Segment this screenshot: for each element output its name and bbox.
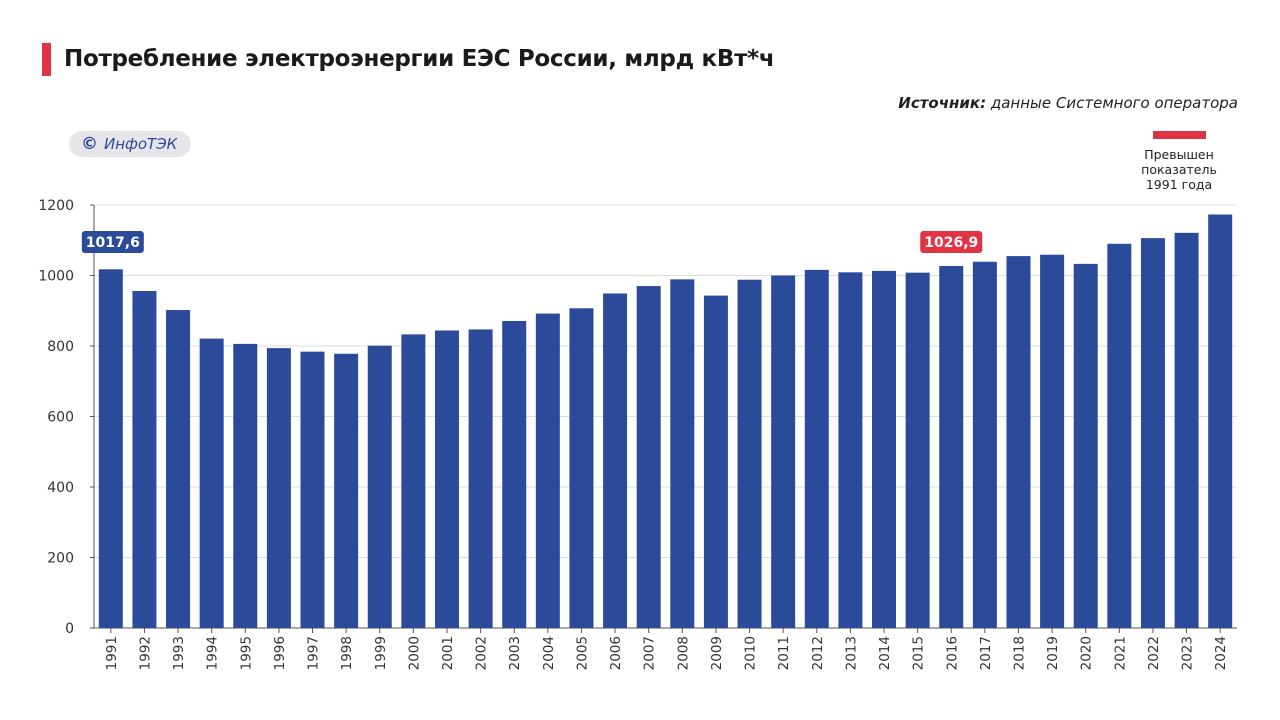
y-tick-label: 600 — [47, 410, 74, 426]
bar-2003 — [502, 320, 527, 628]
bar-2024 — [1208, 214, 1233, 628]
y-tick-label: 1000 — [38, 269, 74, 285]
title-accent-bar — [42, 43, 51, 76]
bar-1993 — [166, 310, 191, 628]
copyright-icon: © — [81, 134, 98, 154]
source-label: Источник: — [898, 94, 987, 112]
bar-2009 — [703, 295, 728, 628]
bar-2000 — [401, 334, 426, 628]
x-tick-label: 1991 — [104, 636, 120, 670]
value-label-box-2016 — [920, 231, 983, 253]
bar-2011 — [771, 275, 796, 628]
bar-2005 — [569, 308, 594, 628]
x-tick-label: 1995 — [238, 636, 254, 670]
bar-2017 — [972, 261, 997, 628]
x-tick-label: 2023 — [1180, 636, 1196, 670]
bar-2021 — [1107, 243, 1132, 628]
legend: Превышен показатель 1991 года — [1139, 131, 1219, 192]
x-tick-label: 1994 — [205, 636, 221, 670]
y-tick-label: 400 — [47, 480, 74, 496]
value-label-box-1991 — [81, 231, 144, 253]
bar-2013 — [838, 272, 863, 628]
x-tick-label: 2000 — [406, 636, 422, 670]
x-tick-label: 2015 — [911, 636, 927, 670]
bar-1994 — [199, 338, 224, 628]
bar-2019 — [1040, 254, 1065, 628]
x-tick-label: 1996 — [272, 636, 288, 670]
bar-2001 — [434, 330, 459, 628]
bar-2018 — [1006, 256, 1031, 628]
bar-1991 — [98, 269, 123, 628]
source-text: данные Системного оператора — [986, 94, 1238, 112]
x-tick-label: 1999 — [373, 636, 389, 670]
bar-2016 — [939, 266, 964, 628]
bar-1999 — [367, 345, 392, 628]
bar-2014 — [872, 270, 897, 628]
source-note: Источник: данные Системного оператора — [898, 94, 1238, 112]
x-tick-label: 2006 — [608, 636, 624, 670]
bar-1992 — [132, 291, 157, 628]
bar-2008 — [670, 279, 695, 628]
x-tick-label: 2024 — [1213, 636, 1229, 670]
x-tick-label: 2002 — [474, 636, 490, 670]
y-tick-label: 0 — [65, 621, 74, 637]
x-tick-label: 2012 — [810, 636, 826, 670]
bar-1995 — [233, 343, 258, 628]
chart-title: Потребление электроэнергии ЕЭС России, м… — [64, 46, 775, 72]
bar-2004 — [535, 313, 560, 628]
x-tick-label: 2017 — [978, 636, 994, 670]
bar-2022 — [1140, 238, 1165, 628]
x-tick-label: 2004 — [541, 636, 557, 670]
x-tick-label: 2005 — [574, 636, 590, 670]
bar-1997 — [300, 351, 325, 628]
brand-badge: © ИнфоТЭК — [69, 131, 192, 157]
y-tick-label: 1200 — [38, 198, 74, 214]
bar-2006 — [603, 293, 628, 628]
x-tick-label: 2008 — [675, 636, 691, 670]
x-tick-label: 2018 — [1011, 636, 1027, 670]
bar-2002 — [468, 329, 493, 628]
x-tick-label: 2022 — [1146, 636, 1162, 670]
bar-2023 — [1174, 232, 1199, 628]
x-tick-label: 2010 — [743, 636, 759, 670]
value-label-2016: 1026,9 — [924, 235, 978, 251]
x-tick-label: 2013 — [843, 636, 859, 670]
x-tick-label: 1997 — [306, 636, 322, 670]
x-tick-label: 2001 — [440, 636, 456, 670]
value-label-1991: 1017,6 — [86, 235, 140, 251]
bar-2012 — [804, 269, 829, 628]
bar-1998 — [334, 353, 359, 628]
x-tick-label: 1992 — [137, 636, 153, 670]
x-tick-label: 2019 — [1045, 636, 1061, 670]
x-tick-label: 2009 — [709, 636, 725, 670]
brand-name: ИнфоТЭК — [104, 135, 178, 153]
bar-1996 — [266, 348, 291, 628]
x-tick-label: 2007 — [642, 636, 658, 670]
bar-2020 — [1073, 263, 1098, 628]
x-tick-label: 2003 — [507, 636, 523, 670]
bar-2015 — [905, 272, 930, 628]
x-tick-label: 2020 — [1079, 636, 1095, 670]
x-tick-label: 1998 — [339, 636, 355, 670]
x-tick-label: 2016 — [944, 636, 960, 670]
legend-swatch — [1152, 131, 1206, 139]
bar-2007 — [636, 286, 661, 628]
x-tick-label: 2014 — [877, 636, 893, 670]
x-tick-label: 2011 — [776, 636, 792, 670]
legend-label: Превышен показатель 1991 года — [1141, 147, 1217, 192]
y-tick-label: 200 — [47, 551, 74, 567]
x-tick-label: 1993 — [171, 636, 187, 670]
y-tick-label: 800 — [47, 339, 74, 355]
x-tick-label: 2021 — [1112, 636, 1128, 670]
bar-2010 — [737, 279, 762, 628]
